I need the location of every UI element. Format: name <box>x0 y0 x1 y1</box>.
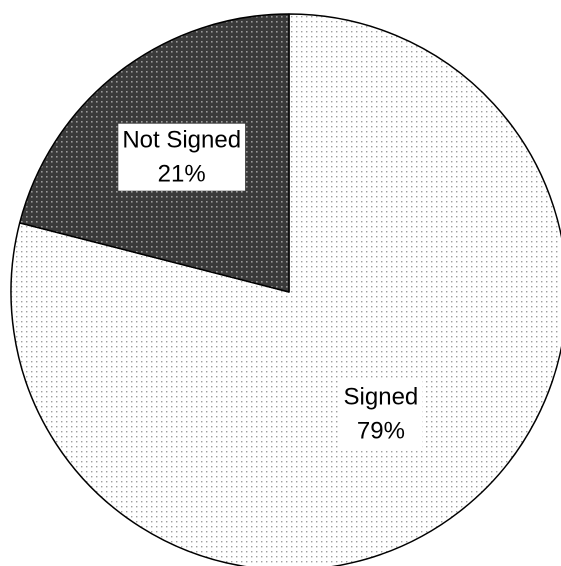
slice-label-background-signed <box>339 380 423 448</box>
slices-layer <box>10 13 561 566</box>
slice-label-signed: Signed 79% <box>339 380 423 448</box>
slice-label-background-not-signed <box>118 123 246 191</box>
slice-value-not-signed: 21% <box>158 161 206 188</box>
slice-value-signed: 79% <box>357 418 405 445</box>
pie-slice-signed <box>10 13 561 566</box>
slice-name-signed: Signed <box>344 384 419 411</box>
slice-name-not-signed: Not Signed <box>122 127 241 154</box>
labels-layer: Signed 79% Not Signed 21% <box>118 123 423 448</box>
slice-label-not-signed: Not Signed 21% <box>118 123 246 191</box>
